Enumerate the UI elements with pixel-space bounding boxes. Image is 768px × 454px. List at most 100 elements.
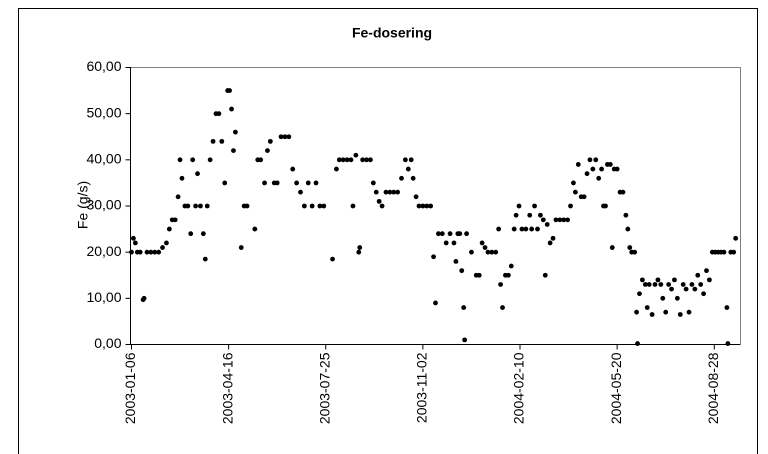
data-point xyxy=(489,249,495,255)
data-point xyxy=(204,203,210,209)
data-point xyxy=(424,203,430,209)
data-point xyxy=(238,245,244,250)
data-point xyxy=(298,189,303,195)
data-point xyxy=(508,263,514,269)
x-tick-label: 2003-07-25 xyxy=(316,352,332,424)
data-point xyxy=(632,249,638,255)
data-point xyxy=(144,249,150,255)
x-tick-label: 2004-08-28 xyxy=(705,352,721,424)
data-point xyxy=(405,166,411,172)
data-point xyxy=(658,282,664,287)
data-point xyxy=(603,203,608,209)
data-point xyxy=(561,217,567,223)
data-point xyxy=(399,175,404,181)
data-point xyxy=(373,189,379,195)
data-point xyxy=(278,134,284,140)
data-point xyxy=(639,277,645,283)
data-point xyxy=(686,309,692,315)
data-point xyxy=(634,309,639,315)
data-point xyxy=(609,245,615,250)
data-point xyxy=(669,286,674,292)
data-point xyxy=(701,291,706,297)
data-point xyxy=(692,286,698,292)
data-point xyxy=(500,305,505,310)
data-point xyxy=(290,166,296,172)
x-tick-label: 2004-05-20 xyxy=(608,352,624,424)
data-point xyxy=(129,249,134,255)
data-point xyxy=(677,312,683,317)
data-point xyxy=(210,138,216,144)
data-point xyxy=(265,148,270,154)
data-point xyxy=(652,282,658,287)
data-point xyxy=(379,203,385,209)
data-point xyxy=(655,277,661,283)
data-point xyxy=(164,240,169,246)
data-point xyxy=(336,157,342,163)
data-point xyxy=(557,217,563,223)
data-point xyxy=(132,240,138,246)
data-point xyxy=(233,129,238,135)
data-point xyxy=(195,171,200,177)
data-point xyxy=(516,203,522,209)
data-point xyxy=(420,203,426,209)
data-point xyxy=(313,180,319,186)
data-point xyxy=(160,245,165,250)
data-point xyxy=(447,231,453,237)
data-point xyxy=(387,189,393,195)
data-point xyxy=(348,157,354,163)
data-point xyxy=(660,295,666,301)
data-point xyxy=(286,134,292,140)
data-point xyxy=(547,240,553,246)
data-point xyxy=(219,138,225,144)
y-tick-label: 40,00 xyxy=(86,151,121,167)
data-point xyxy=(733,235,739,241)
data-point xyxy=(227,88,232,93)
data-point xyxy=(453,259,459,264)
data-point xyxy=(683,286,689,292)
data-point xyxy=(353,152,359,158)
data-point xyxy=(513,212,519,218)
data-point xyxy=(344,157,350,163)
data-point xyxy=(538,212,543,218)
data-point xyxy=(620,189,626,195)
data-point xyxy=(413,194,419,200)
x-tick-label: 2003-01-06 xyxy=(122,352,138,424)
data-point xyxy=(469,249,474,255)
data-point xyxy=(599,166,604,172)
data-point xyxy=(596,175,602,181)
data-point xyxy=(309,203,315,209)
data-point xyxy=(584,171,590,177)
data-point xyxy=(436,231,441,237)
data-point xyxy=(540,217,546,223)
data-point xyxy=(402,157,408,163)
data-point xyxy=(216,111,222,117)
data-point xyxy=(408,157,414,163)
data-point xyxy=(485,249,491,255)
data-point xyxy=(590,166,596,172)
data-point xyxy=(607,162,613,167)
data-point xyxy=(428,203,434,209)
data-point xyxy=(496,226,502,232)
data-point xyxy=(350,203,356,209)
data-point xyxy=(152,249,158,255)
y-tick-label: 60,00 xyxy=(86,58,121,74)
data-point xyxy=(553,217,559,223)
data-point xyxy=(179,175,185,181)
y-tick-label: 50,00 xyxy=(86,104,121,120)
data-point xyxy=(175,194,181,200)
data-point xyxy=(258,157,264,163)
data-point xyxy=(185,203,191,209)
data-point xyxy=(376,198,382,204)
data-point xyxy=(581,194,587,200)
data-point xyxy=(431,254,436,260)
data-point xyxy=(674,295,680,301)
data-point xyxy=(550,235,556,241)
data-point xyxy=(368,157,373,163)
data-point xyxy=(527,212,533,218)
data-point xyxy=(476,272,482,278)
y-axis-label: Fe (g/s) xyxy=(75,181,91,229)
data-point xyxy=(198,203,203,209)
data-point xyxy=(301,203,307,209)
data-point xyxy=(383,189,389,195)
